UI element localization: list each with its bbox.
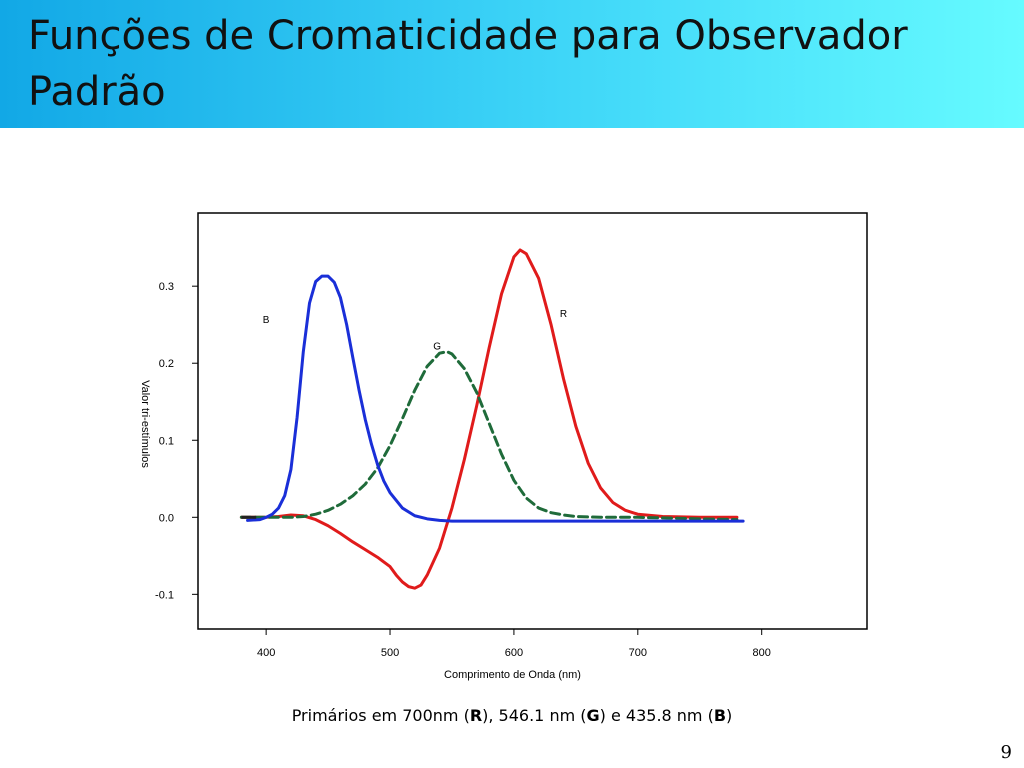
x-tick-label: 700 (629, 647, 647, 659)
caption-prefix: Primários em 700nm ( (291, 706, 470, 725)
series-label-g: G (433, 341, 441, 352)
page-number: 9 (1000, 742, 1012, 763)
x-tick-label: 600 (505, 647, 523, 659)
title-band (0, 0, 1024, 128)
y-axis-label: Valor tri-estímulos (139, 380, 151, 468)
y-tick-label: 0.2 (159, 358, 174, 370)
x-tick-label: 800 (753, 647, 771, 659)
caption-suffix: ) (726, 706, 733, 725)
series-line-g (239, 350, 739, 522)
caption-mid1: ), 546.1 nm ( (482, 706, 587, 725)
y-tick-label: 0.0 (159, 512, 174, 524)
plot-frame (197, 212, 868, 630)
caption-mid2: ) e 435.8 nm ( (599, 706, 714, 725)
series-label-b: B (263, 315, 270, 326)
slide-caption: Primários em 700nm (R), 546.1 nm (G) e 4… (0, 706, 1024, 725)
series-line-r (239, 248, 739, 590)
slide-title: Funções de Cromaticidade para Observador… (28, 13, 908, 115)
caption-g: G (586, 706, 600, 725)
y-tick-label: -0.1 (155, 589, 174, 601)
caption-b: B (713, 706, 727, 725)
x-tick-label: 400 (257, 647, 275, 659)
x-tick-label: 500 (381, 647, 399, 659)
y-tick-label: 0.3 (159, 281, 174, 293)
caption-r: R (469, 706, 483, 725)
series-label-r: R (560, 309, 567, 320)
y-tick-label: 0.1 (159, 435, 174, 447)
x-axis-label: Comprimento de Onda (nm) (444, 669, 581, 681)
chromaticity-chart: -0.1 0.0 0.1 0.2 0.3 400 500 600 700 800 Comprimen… (139, 212, 868, 681)
series-line-b (246, 274, 745, 523)
